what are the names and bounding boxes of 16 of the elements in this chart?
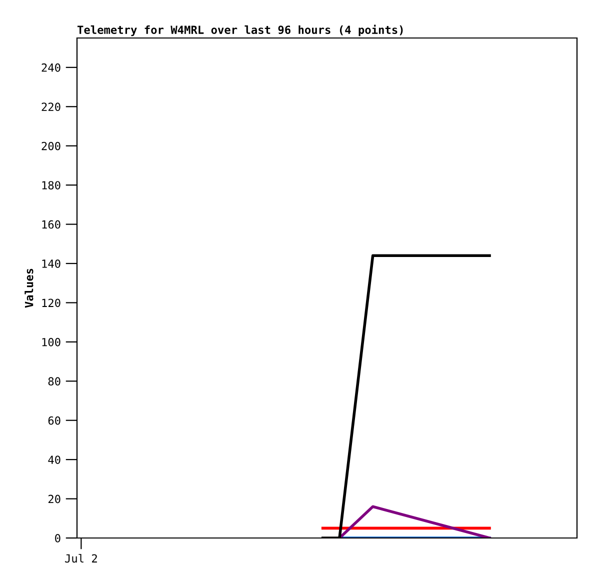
y-tick-label: 40 — [48, 456, 60, 464]
y-tick-label: 140 — [42, 259, 60, 268]
y-tick-label: 200 — [42, 142, 60, 150]
y-tick-label: 220 — [42, 102, 60, 112]
chart-title: Telemetry for W4MRL over last 96 hours (4 points) — [77, 24, 403, 36]
y-axis-title: Values — [24, 268, 34, 308]
y-tick-label: 20 — [48, 494, 60, 504]
y-tick-label: 100 — [42, 338, 60, 346]
x-tick-label: Jul 2 — [65, 554, 97, 563]
y-tick-label: 120 — [42, 298, 60, 308]
y-tick-label: 60 — [48, 416, 60, 425]
y-tick-label: 0 — [55, 534, 60, 542]
y-tick-label: 80 — [48, 377, 60, 386]
y-tick-label: 180 — [42, 181, 60, 190]
y-tick-label: 240 — [42, 63, 60, 72]
y-tick-label: 160 — [42, 220, 60, 229]
